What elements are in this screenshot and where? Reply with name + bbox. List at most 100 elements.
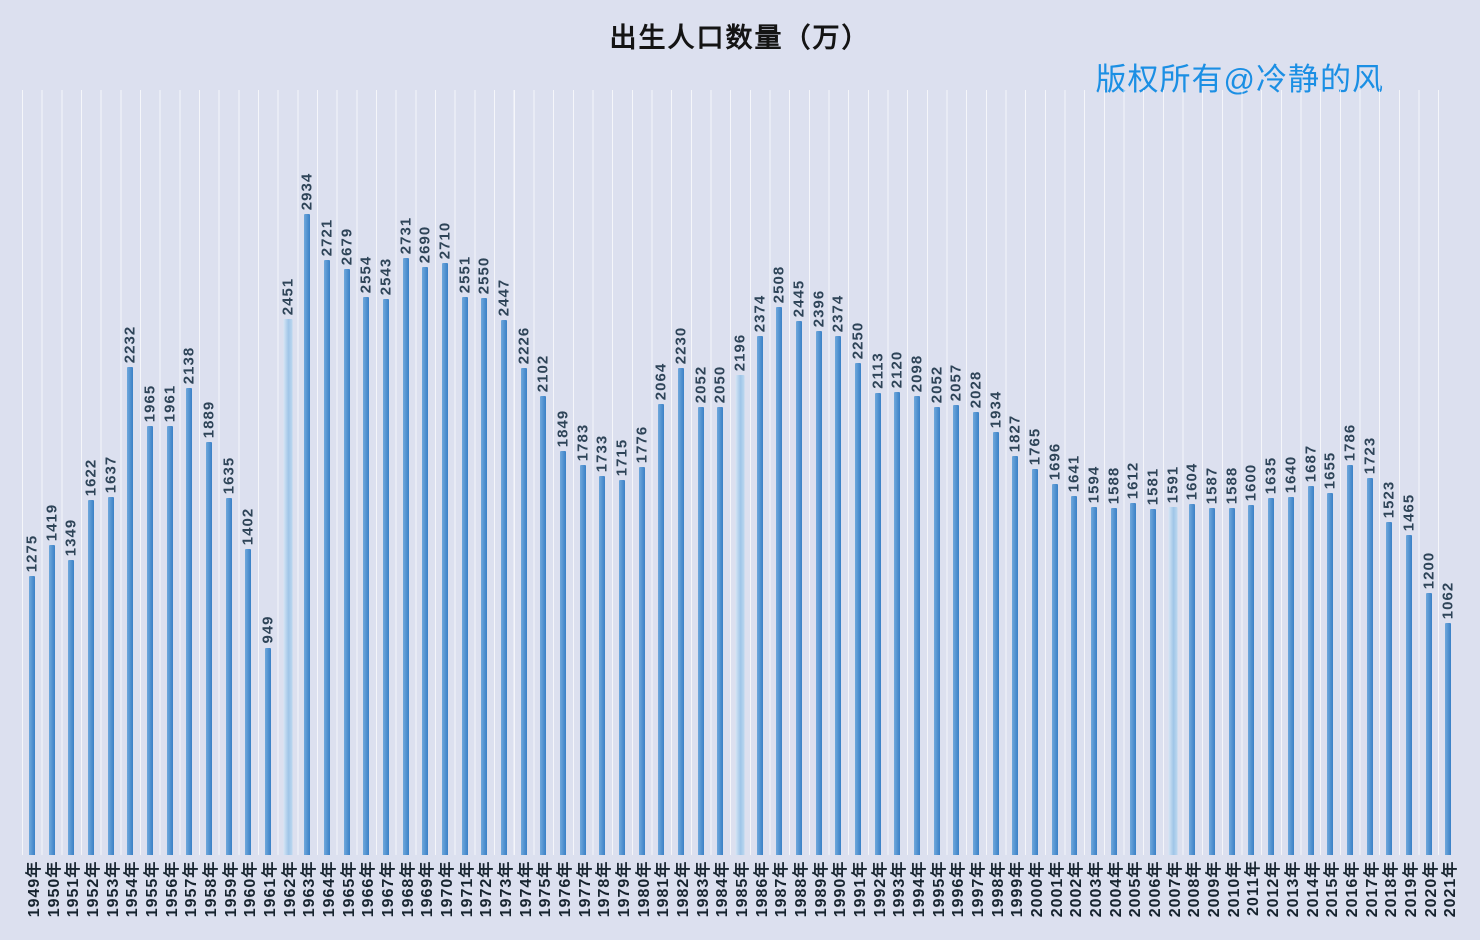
bar-column: 1612 xyxy=(1124,90,1144,855)
axis-column: 1970年 xyxy=(435,855,456,940)
year-label: 2021年 xyxy=(1442,860,1460,917)
bar-column: 2098 xyxy=(907,90,927,855)
bar xyxy=(1346,464,1353,855)
bar-value-label: 1765 xyxy=(1026,428,1044,466)
bar-column: 2710 xyxy=(435,90,455,855)
axis-column: 1976年 xyxy=(553,855,574,940)
bar-column: 2138 xyxy=(179,90,199,855)
bar-value-label: 2710 xyxy=(436,221,454,259)
bar-value-label: 2550 xyxy=(475,256,493,294)
bar-value-label: 1635 xyxy=(1262,456,1280,494)
axis-column: 2000年 xyxy=(1025,855,1046,940)
bar-value-label: 2445 xyxy=(790,279,808,317)
bar xyxy=(1248,505,1255,855)
bar xyxy=(1051,484,1058,855)
bar-value-label: 2226 xyxy=(515,327,533,365)
bar-column: 2050 xyxy=(711,90,731,855)
bar xyxy=(579,465,586,855)
bar xyxy=(1110,507,1117,855)
bar-column: 1591 xyxy=(1163,90,1183,855)
bar xyxy=(245,548,252,855)
bar-column: 949 xyxy=(258,90,278,855)
bar-column: 1588 xyxy=(1104,90,1124,855)
bar xyxy=(1168,507,1178,855)
bar-column: 2508 xyxy=(770,90,790,855)
bar xyxy=(835,336,842,855)
bar xyxy=(776,306,783,855)
bar xyxy=(422,267,429,855)
bar-value-label: 1786 xyxy=(1341,423,1359,461)
bar-column: 1733 xyxy=(592,90,612,855)
bar-column: 2196 xyxy=(730,90,750,855)
bar-column: 2232 xyxy=(120,90,140,855)
bar-column: 2374 xyxy=(829,90,849,855)
bar-value-label: 1655 xyxy=(1321,452,1339,490)
bar-value-label: 2551 xyxy=(456,256,474,294)
bar xyxy=(1209,508,1216,855)
bar-value-label: 1200 xyxy=(1420,551,1438,589)
bar xyxy=(1150,509,1157,855)
bar-value-label: 2196 xyxy=(731,333,749,372)
bar xyxy=(559,450,566,855)
bar-value-label: 2554 xyxy=(357,255,375,293)
bar xyxy=(540,395,547,855)
bar-value-label: 2396 xyxy=(810,290,828,328)
bar-value-label: 1275 xyxy=(23,535,41,573)
bar-column: 2731 xyxy=(396,90,416,855)
bar xyxy=(500,320,507,855)
bar xyxy=(146,425,153,855)
bar-value-label: 1062 xyxy=(1439,581,1457,620)
bar-column: 1655 xyxy=(1320,90,1340,855)
bar-column: 2120 xyxy=(888,90,908,855)
bar-column: 2447 xyxy=(494,90,514,855)
bar xyxy=(855,363,862,855)
bar-value-label: 1612 xyxy=(1124,461,1142,499)
bar-value-label: 1827 xyxy=(1006,414,1024,452)
bar-column: 1640 xyxy=(1281,90,1301,855)
bar-value-label: 2098 xyxy=(908,355,926,393)
bar xyxy=(953,405,960,855)
bar xyxy=(225,497,232,855)
bar-value-label: 1687 xyxy=(1302,445,1319,483)
bar-value-label: 1594 xyxy=(1085,465,1103,503)
bar xyxy=(658,403,665,855)
bar-value-label: 2374 xyxy=(829,294,847,333)
bar-column: 2226 xyxy=(514,90,534,855)
bar-column: 1715 xyxy=(612,90,632,855)
bar xyxy=(28,576,35,855)
bar-column: 1581 xyxy=(1143,90,1163,855)
bar-value-label: 1889 xyxy=(200,400,218,439)
bar-value-label: 1641 xyxy=(1065,455,1083,493)
bar-column: 1687 xyxy=(1301,90,1321,855)
bar xyxy=(343,269,350,855)
bar-value-label: 2113 xyxy=(869,352,887,389)
bar-column: 2374 xyxy=(750,90,770,855)
bar-column: 1786 xyxy=(1340,90,1360,855)
bar-value-label: 1637 xyxy=(102,456,120,494)
bar xyxy=(874,393,881,855)
bar xyxy=(1327,493,1334,855)
bar-value-label: 1581 xyxy=(1144,468,1162,506)
bar xyxy=(1425,592,1432,855)
bar xyxy=(441,262,448,855)
bar xyxy=(1130,502,1137,855)
bar xyxy=(992,432,999,855)
axis-column: 1985年 xyxy=(730,855,751,940)
bar-value-label: 2232 xyxy=(121,325,139,364)
bar-value-label: 1965 xyxy=(141,384,159,422)
bar-column: 1849 xyxy=(553,90,573,855)
bar-column: 2679 xyxy=(337,90,357,855)
bar-value-label: 2052 xyxy=(928,365,946,403)
bar-value-label: 1600 xyxy=(1242,464,1260,502)
bar-column: 2052 xyxy=(927,90,947,855)
bar-column: 1622 xyxy=(81,90,101,855)
bar xyxy=(1032,469,1039,855)
bar xyxy=(735,375,745,855)
axis-column: 1973年 xyxy=(494,855,515,940)
bar-value-label: 1588 xyxy=(1105,466,1123,505)
bar-value-label: 2731 xyxy=(397,216,415,255)
bar xyxy=(205,442,212,855)
bar-value-label: 2679 xyxy=(338,228,356,266)
bar xyxy=(1445,622,1452,855)
bar xyxy=(815,331,822,855)
